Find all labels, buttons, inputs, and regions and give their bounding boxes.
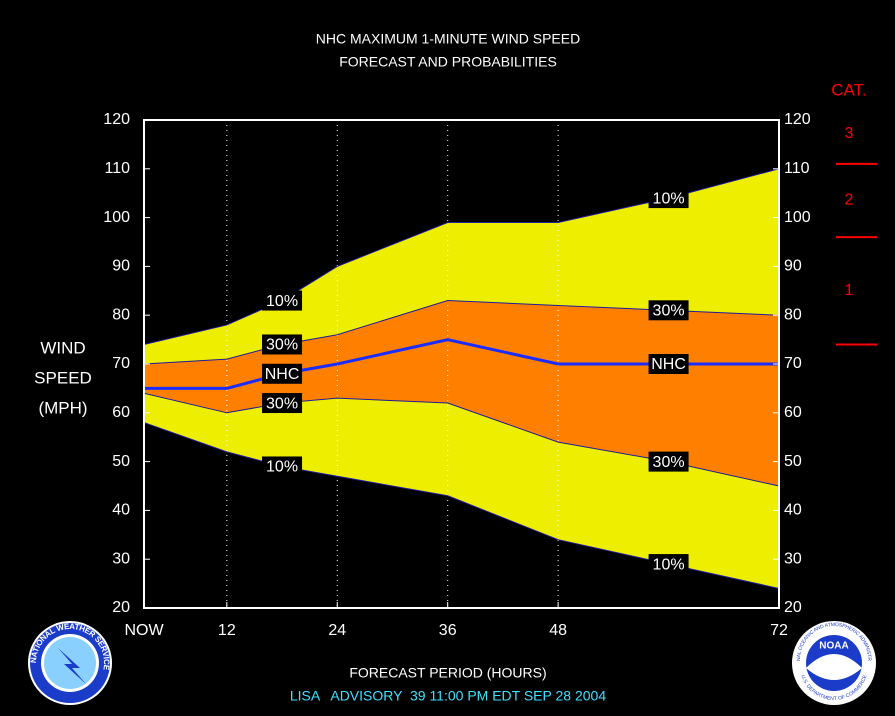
category-label: 3 (845, 125, 854, 142)
category-label: 2 (845, 192, 854, 209)
x-tick-label: 36 (439, 622, 457, 639)
series-label-box (262, 456, 303, 477)
y2-tick-label: 30 (784, 550, 802, 567)
series-label-box (262, 290, 303, 311)
y2-tick-label: 70 (784, 355, 802, 372)
x-tick-label: 72 (770, 622, 788, 639)
y-tick-label: 80 (112, 306, 130, 323)
y-axis-label: WIND (40, 338, 85, 357)
y2-tick-label: 20 (784, 599, 802, 616)
y-tick-label: 110 (104, 160, 130, 177)
y2-tick-label: 50 (784, 453, 802, 470)
y-tick-label: 40 (112, 502, 130, 519)
series-label: 30% (266, 395, 298, 412)
y-tick-label: 90 (112, 258, 130, 275)
series-label-box (262, 334, 303, 355)
y-tick-label: 70 (112, 355, 130, 372)
x-tick-label: 12 (218, 622, 236, 639)
series-label: 10% (266, 459, 298, 476)
series-label: NHC (651, 356, 686, 373)
x-tick-label: 48 (549, 622, 567, 639)
series-label-box (648, 300, 689, 321)
series-label-box (648, 354, 689, 374)
series-label-box (648, 554, 689, 575)
y-tick-label: 50 (112, 453, 130, 470)
y2-tick-label: 90 (784, 258, 802, 275)
footer: LISA ADVISORY 39 11:00 PM EDT SEP 28 200… (290, 688, 606, 704)
y2-tick-label: 80 (784, 306, 802, 323)
y-tick-label: 120 (103, 111, 130, 128)
series-label: 10% (266, 293, 298, 310)
chart-title: NHC MAXIMUM 1-MINUTE WIND SPEED (316, 31, 580, 47)
logo-text: NOAA (819, 641, 848, 652)
y-axis-label: (MPH) (38, 398, 87, 417)
category-label: 1 (845, 282, 854, 299)
series-label-box (648, 451, 689, 472)
chart-subtitle: FORECAST AND PROBABILITIES (339, 54, 557, 70)
series-label-box (262, 393, 303, 414)
y-tick-label: 100 (103, 209, 130, 226)
y2-tick-label: 120 (784, 111, 811, 128)
series-label: 30% (653, 303, 685, 320)
y-tick-label: 30 (112, 550, 130, 567)
series-label: NHC (265, 366, 300, 383)
x-tick-label: NOW (124, 622, 164, 639)
series-label: 30% (653, 454, 685, 471)
y-tick-label: 60 (112, 404, 130, 421)
y-axis-label: SPEED (34, 368, 92, 387)
probability-band (144, 300, 779, 486)
series-label-box (648, 188, 689, 209)
nws-logo: NATIONAL WEATHER SERVICE (28, 621, 112, 705)
x-tick-label: 24 (328, 622, 346, 639)
y2-tick-label: 60 (784, 404, 802, 421)
series-label: 10% (653, 190, 685, 207)
y-tick-label: 20 (112, 599, 130, 616)
series-label: 10% (653, 556, 685, 573)
y2-tick-label: 100 (784, 209, 811, 226)
y2-tick-label: 40 (784, 502, 802, 519)
category-title: CAT. (831, 80, 867, 99)
y2-tick-label: 110 (784, 160, 810, 177)
x-axis-label: FORECAST PERIOD (HOURS) (349, 665, 546, 681)
series-label: 30% (266, 337, 298, 354)
series-label-box (262, 363, 303, 384)
